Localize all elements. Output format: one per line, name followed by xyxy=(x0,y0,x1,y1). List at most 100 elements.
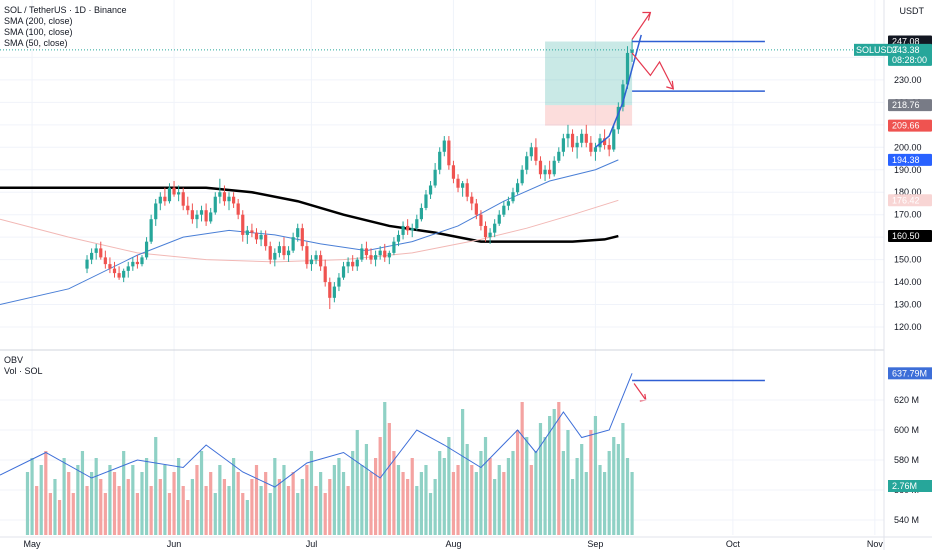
volume-bar xyxy=(190,479,194,535)
candle-body xyxy=(103,257,107,265)
candle-body xyxy=(360,248,364,260)
candle-body xyxy=(222,192,227,202)
candle-body xyxy=(323,266,327,283)
price-tick-label: 190.00 xyxy=(894,165,922,175)
volume-bar xyxy=(199,451,204,535)
candle-body xyxy=(172,187,176,195)
sma-line-2 xyxy=(0,159,619,306)
volume-bar xyxy=(570,479,575,535)
candle-body xyxy=(199,210,204,215)
candle-body xyxy=(314,255,318,260)
legend-vol[interactable]: Vol · SOL xyxy=(4,366,43,376)
volume-bar xyxy=(598,465,602,535)
candle-body xyxy=(140,257,144,265)
candle-body xyxy=(181,192,185,206)
candle-body xyxy=(122,270,126,278)
legend-sma100[interactable]: SMA (100, close) xyxy=(4,27,73,37)
candle-body xyxy=(456,178,460,188)
price-tag xyxy=(888,119,932,132)
volume-bar xyxy=(520,402,524,535)
obv-tag-label: 637.79M xyxy=(892,368,927,378)
candle-body xyxy=(195,214,199,220)
volume-bar xyxy=(378,437,382,535)
price-tag-label: 160.50 xyxy=(892,231,920,241)
volume-bar xyxy=(231,458,236,535)
zigzag-arrow xyxy=(631,52,674,90)
candle-body xyxy=(355,259,359,267)
price-tag-label: 209.66 xyxy=(892,121,920,131)
candle-body xyxy=(250,230,254,233)
obv-tag xyxy=(888,367,932,380)
price-tag-timer: 08:28:00 xyxy=(892,55,927,65)
volume-bar xyxy=(30,458,34,535)
candle-body xyxy=(337,277,341,287)
candle-body xyxy=(90,252,94,260)
price-tick-label: 130.00 xyxy=(894,300,922,310)
volume-bar xyxy=(99,479,103,535)
price-tick-label: 120.00 xyxy=(894,322,922,332)
candle-body xyxy=(607,145,611,150)
volume-bar xyxy=(319,472,323,535)
profit-zone xyxy=(545,41,633,106)
volume-bar xyxy=(575,458,579,535)
volume-bar xyxy=(112,472,117,535)
volume-bar xyxy=(538,423,543,535)
candle-body xyxy=(373,255,378,260)
volume-bar xyxy=(328,479,332,535)
candle-body xyxy=(369,255,373,260)
symbol-title[interactable]: SOL / TetherUS · 1D · Binance xyxy=(4,5,127,15)
volume-bar xyxy=(62,458,66,535)
volume-bar xyxy=(580,444,584,535)
candle-body xyxy=(488,232,492,238)
candle-body xyxy=(117,273,121,278)
candle-body xyxy=(483,225,488,238)
sma-lines xyxy=(0,159,619,306)
candle-body xyxy=(264,234,268,247)
volume-bar xyxy=(241,493,245,535)
volume-bar xyxy=(282,465,286,535)
legend-obv[interactable]: OBV xyxy=(4,355,24,365)
candle-body xyxy=(497,214,501,224)
price-tag-label: 218.76 xyxy=(892,100,920,110)
volume-bar xyxy=(561,451,565,535)
volume-bar xyxy=(465,444,469,535)
candle-body xyxy=(415,219,419,229)
volume-bar xyxy=(309,451,314,535)
candle-body xyxy=(332,286,336,298)
legend-sma200[interactable]: SMA (200, close) xyxy=(4,16,73,26)
volume-bar xyxy=(332,465,336,535)
volume-bar xyxy=(222,479,227,535)
obv-line xyxy=(0,373,633,488)
candle-body xyxy=(406,225,410,231)
volume-bar xyxy=(177,458,181,535)
candle-body xyxy=(186,205,190,211)
volume-bar xyxy=(424,465,428,535)
candle-body xyxy=(543,169,547,175)
symbol-tag xyxy=(854,43,888,56)
candle-body xyxy=(392,241,396,253)
price-tag xyxy=(888,194,932,207)
volume-bar xyxy=(158,479,162,535)
candle-body xyxy=(506,201,511,206)
candle-body xyxy=(529,147,533,157)
candle-body xyxy=(465,183,469,197)
candle-body xyxy=(630,49,634,53)
candle-body xyxy=(99,248,103,258)
volume-bar xyxy=(154,437,158,535)
candle-body xyxy=(410,228,414,231)
candle-body xyxy=(493,223,497,233)
volume-bar xyxy=(341,472,346,535)
legend-sma50[interactable]: SMA (50, close) xyxy=(4,38,68,48)
volume-bar xyxy=(401,472,405,535)
volume-bar xyxy=(80,451,85,535)
volume-bar xyxy=(186,500,190,535)
volume-bar xyxy=(529,465,533,535)
candle-body xyxy=(204,210,208,222)
sma-line-1 xyxy=(0,199,619,263)
candle-body xyxy=(291,237,295,251)
volume-bar xyxy=(552,409,556,535)
candle-body xyxy=(383,250,387,258)
volume-bar xyxy=(108,465,112,535)
vol-tag-label: 2.76M xyxy=(892,481,917,491)
